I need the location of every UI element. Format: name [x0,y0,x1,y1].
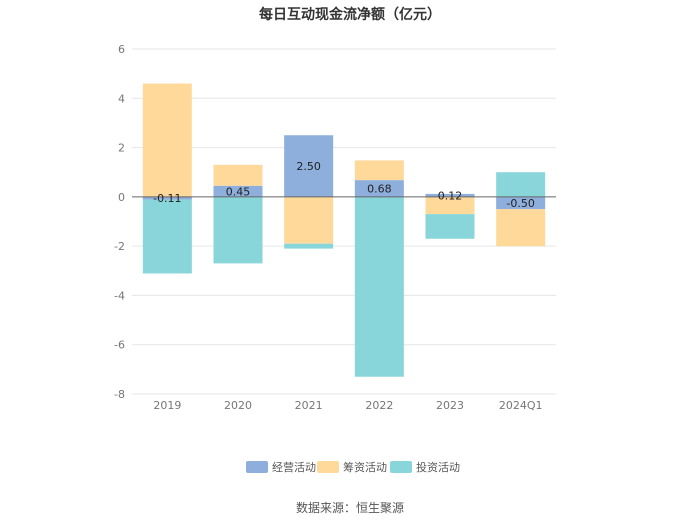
data-label-2024Q1: -0.50 [506,197,534,210]
data-label-2019: -0.11 [153,192,181,205]
bar-2022-series-1 [354,160,404,181]
legend-label: 投资活动 [416,460,460,474]
grid-lines [132,48,556,395]
bar-2024Q1-series-2 [496,172,546,197]
y-axis: 6 4 2 0 -2 -4 -6 -8 [114,43,125,401]
data-labels: -0.11 0.45 2.50 0.68 0.12 -0.50 [153,160,535,210]
legend-swatch [390,461,412,473]
bar-2021-series-2 [284,243,334,249]
data-label-2023: 0.12 [438,189,463,202]
bar-2019-series-0 [142,196,192,200]
legend: 经营活动 筹资活动 投资活动 [246,460,460,474]
x-tick-label: 2020 [224,399,252,412]
data-label-2022: 0.68 [367,182,392,195]
bar-2021-series-0 [284,135,334,197]
bar-2020-series-0 [213,185,263,197]
bar-2022-series-2 [354,196,404,377]
x-tick-label: 2022 [365,399,393,412]
y-tick-label: 4 [118,92,125,105]
data-label-2021: 2.50 [296,160,321,173]
bar-2023-series-2 [425,214,475,239]
y-tick-label: -4 [114,289,125,302]
x-tick-label: 2021 [295,399,323,412]
bar-2019-series-2 [142,199,192,274]
bars [142,83,546,377]
bar-2019-series-1 [142,83,192,197]
bar-2022-series-0 [354,180,404,197]
legend-swatch [246,461,268,473]
source-note: 数据来源：恒生聚源 [296,500,404,515]
x-axis: 2019 2020 2021 2022 2023 2024Q1 [153,399,542,412]
x-tick-label: 2019 [153,399,181,412]
bar-2023-series-0 [425,193,475,197]
x-tick-label: 2023 [436,399,464,412]
legend-swatch [317,461,339,473]
legend-label: 经营活动 [272,460,316,474]
bar-2020-series-1 [213,164,263,186]
y-tick-label: -6 [114,339,125,352]
bar-2021-series-1 [284,196,334,244]
y-tick-label: 0 [118,191,125,204]
data-label-2020: 0.45 [226,185,251,198]
bar-2024Q1-series-0 [496,196,546,210]
x-tick-label: 2024Q1 [499,399,543,412]
y-tick-label: 2 [118,142,125,155]
bar-2023-series-1 [425,196,475,215]
y-tick-label: -2 [114,240,125,253]
chart-title: 每日互动现金流净额（亿元） [259,6,441,23]
bar-2020-series-2 [213,196,263,264]
y-tick-label: 6 [118,43,125,56]
bar-2024Q1-series-1 [496,209,546,247]
y-tick-label: -8 [114,388,125,401]
legend-label: 筹资活动 [343,460,387,474]
